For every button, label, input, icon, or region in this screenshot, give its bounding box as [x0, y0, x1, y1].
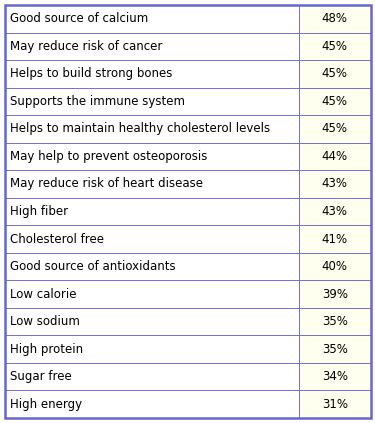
Text: 34%: 34%: [322, 370, 348, 383]
Bar: [4, 335, 299, 363]
Bar: [4, 60, 299, 88]
Bar: [299, 143, 370, 170]
Bar: [299, 115, 370, 143]
Bar: [299, 363, 370, 390]
Text: May reduce risk of heart disease: May reduce risk of heart disease: [10, 178, 203, 190]
Text: 40%: 40%: [322, 260, 348, 273]
Bar: [299, 253, 370, 280]
Bar: [4, 390, 299, 418]
Bar: [4, 115, 299, 143]
Bar: [4, 280, 299, 308]
Text: 43%: 43%: [322, 205, 348, 218]
Bar: [299, 390, 370, 418]
Text: 44%: 44%: [322, 150, 348, 163]
Bar: [299, 5, 370, 33]
Bar: [4, 253, 299, 280]
Text: 45%: 45%: [322, 67, 348, 80]
Text: High energy: High energy: [10, 398, 82, 411]
Text: Helps to maintain healthy cholesterol levels: Helps to maintain healthy cholesterol le…: [10, 122, 270, 135]
Text: Low calorie: Low calorie: [10, 288, 76, 301]
Bar: [299, 225, 370, 253]
Bar: [4, 308, 299, 335]
Text: Sugar free: Sugar free: [10, 370, 72, 383]
Bar: [299, 60, 370, 88]
Text: 45%: 45%: [322, 122, 348, 135]
Bar: [4, 198, 299, 225]
Text: Low sodium: Low sodium: [10, 315, 80, 328]
Text: High fiber: High fiber: [10, 205, 68, 218]
Bar: [299, 170, 370, 198]
Text: 45%: 45%: [322, 40, 348, 53]
Text: Good source of antioxidants: Good source of antioxidants: [10, 260, 176, 273]
Text: Helps to build strong bones: Helps to build strong bones: [10, 67, 172, 80]
Bar: [4, 143, 299, 170]
Bar: [299, 280, 370, 308]
Text: Good source of calcium: Good source of calcium: [10, 12, 148, 25]
Bar: [299, 335, 370, 363]
Text: 35%: 35%: [322, 315, 348, 328]
Bar: [4, 225, 299, 253]
Text: 41%: 41%: [322, 233, 348, 245]
Bar: [4, 363, 299, 390]
Text: 31%: 31%: [322, 398, 348, 411]
Bar: [299, 88, 370, 115]
Text: High protein: High protein: [10, 343, 83, 356]
Bar: [4, 5, 299, 33]
Bar: [299, 33, 370, 60]
Text: May help to prevent osteoporosis: May help to prevent osteoporosis: [10, 150, 207, 163]
Text: 43%: 43%: [322, 178, 348, 190]
Text: Supports the immune system: Supports the immune system: [10, 95, 185, 108]
Text: May reduce risk of cancer: May reduce risk of cancer: [10, 40, 162, 53]
Text: 35%: 35%: [322, 343, 348, 356]
Text: Cholesterol free: Cholesterol free: [10, 233, 104, 245]
Text: 39%: 39%: [322, 288, 348, 301]
Bar: [4, 33, 299, 60]
Bar: [4, 170, 299, 198]
Text: 45%: 45%: [322, 95, 348, 108]
Bar: [299, 198, 370, 225]
Bar: [299, 308, 370, 335]
Text: 48%: 48%: [322, 12, 348, 25]
Bar: [4, 88, 299, 115]
